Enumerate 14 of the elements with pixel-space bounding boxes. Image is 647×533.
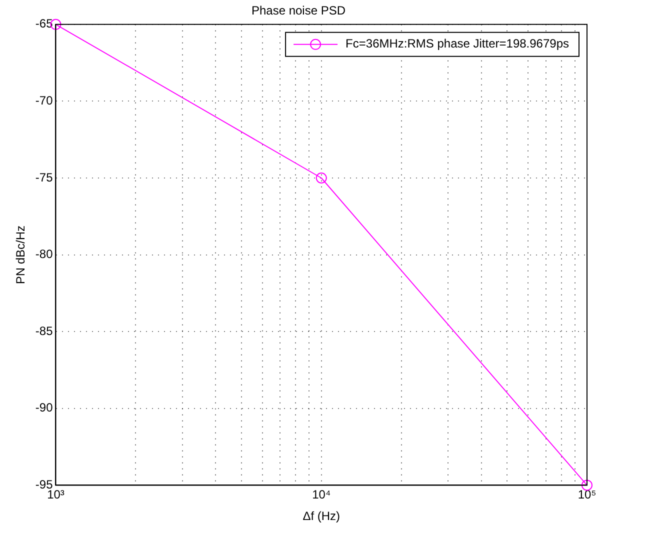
chart-title: Phase noise PSD [251, 4, 346, 18]
x-tick-label: 10⁴ [312, 488, 331, 502]
point [316, 172, 327, 184]
x-axis-title: Δf (Hz) [302, 509, 340, 524]
x-tick-label: 10³ [47, 488, 64, 502]
y-tick-label: -75 [35, 170, 54, 184]
legend-label: Fc=36MHz:RMS phase Jitter=198.9679ps [346, 36, 570, 51]
y-tick-label: -85 [35, 324, 54, 338]
y-tick-label: -70 [35, 94, 54, 108]
point [582, 480, 592, 491]
y-axis-title: PN dBc/Hz [14, 225, 28, 284]
x-tick-label: 10⁵ [578, 488, 596, 502]
y-tick-label: -90 [35, 400, 54, 415]
y-tick-label: -80 [35, 247, 54, 262]
